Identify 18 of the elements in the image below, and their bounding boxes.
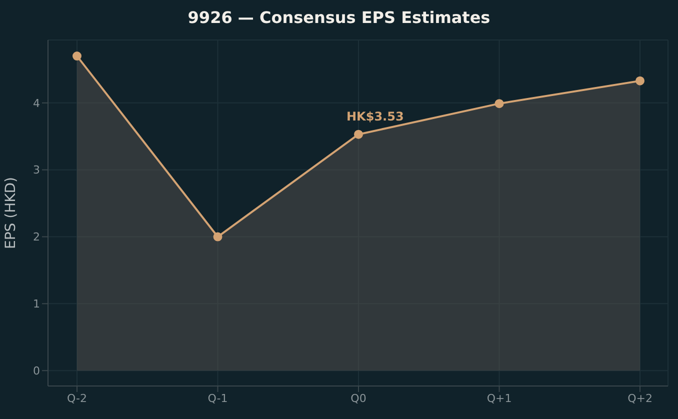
annotation: HK$3.53 — [346, 109, 404, 124]
x-tick-label: Q-2 — [67, 392, 87, 405]
point — [494, 99, 504, 108]
x-tick-label: Q0 — [350, 392, 366, 405]
y-tick-label: 2 — [33, 230, 40, 244]
chart-title: 9926 — Consensus EPS Estimates — [186, 8, 492, 27]
point — [213, 232, 222, 242]
y-tick-label: 4 — [33, 96, 40, 110]
x-tick-label: Q+2 — [628, 392, 652, 405]
x-tick-label: Q+1 — [486, 392, 512, 405]
y-tick-label: 3 — [33, 164, 40, 177]
y-tick-label: 0 — [33, 364, 40, 378]
x-tick-label: Q-1 — [208, 392, 228, 405]
point — [354, 130, 363, 139]
y-tick-label: 1 — [33, 298, 40, 311]
point — [72, 52, 82, 61]
point — [636, 76, 644, 86]
y-axis-title: EPS (HKD) — [2, 176, 19, 250]
